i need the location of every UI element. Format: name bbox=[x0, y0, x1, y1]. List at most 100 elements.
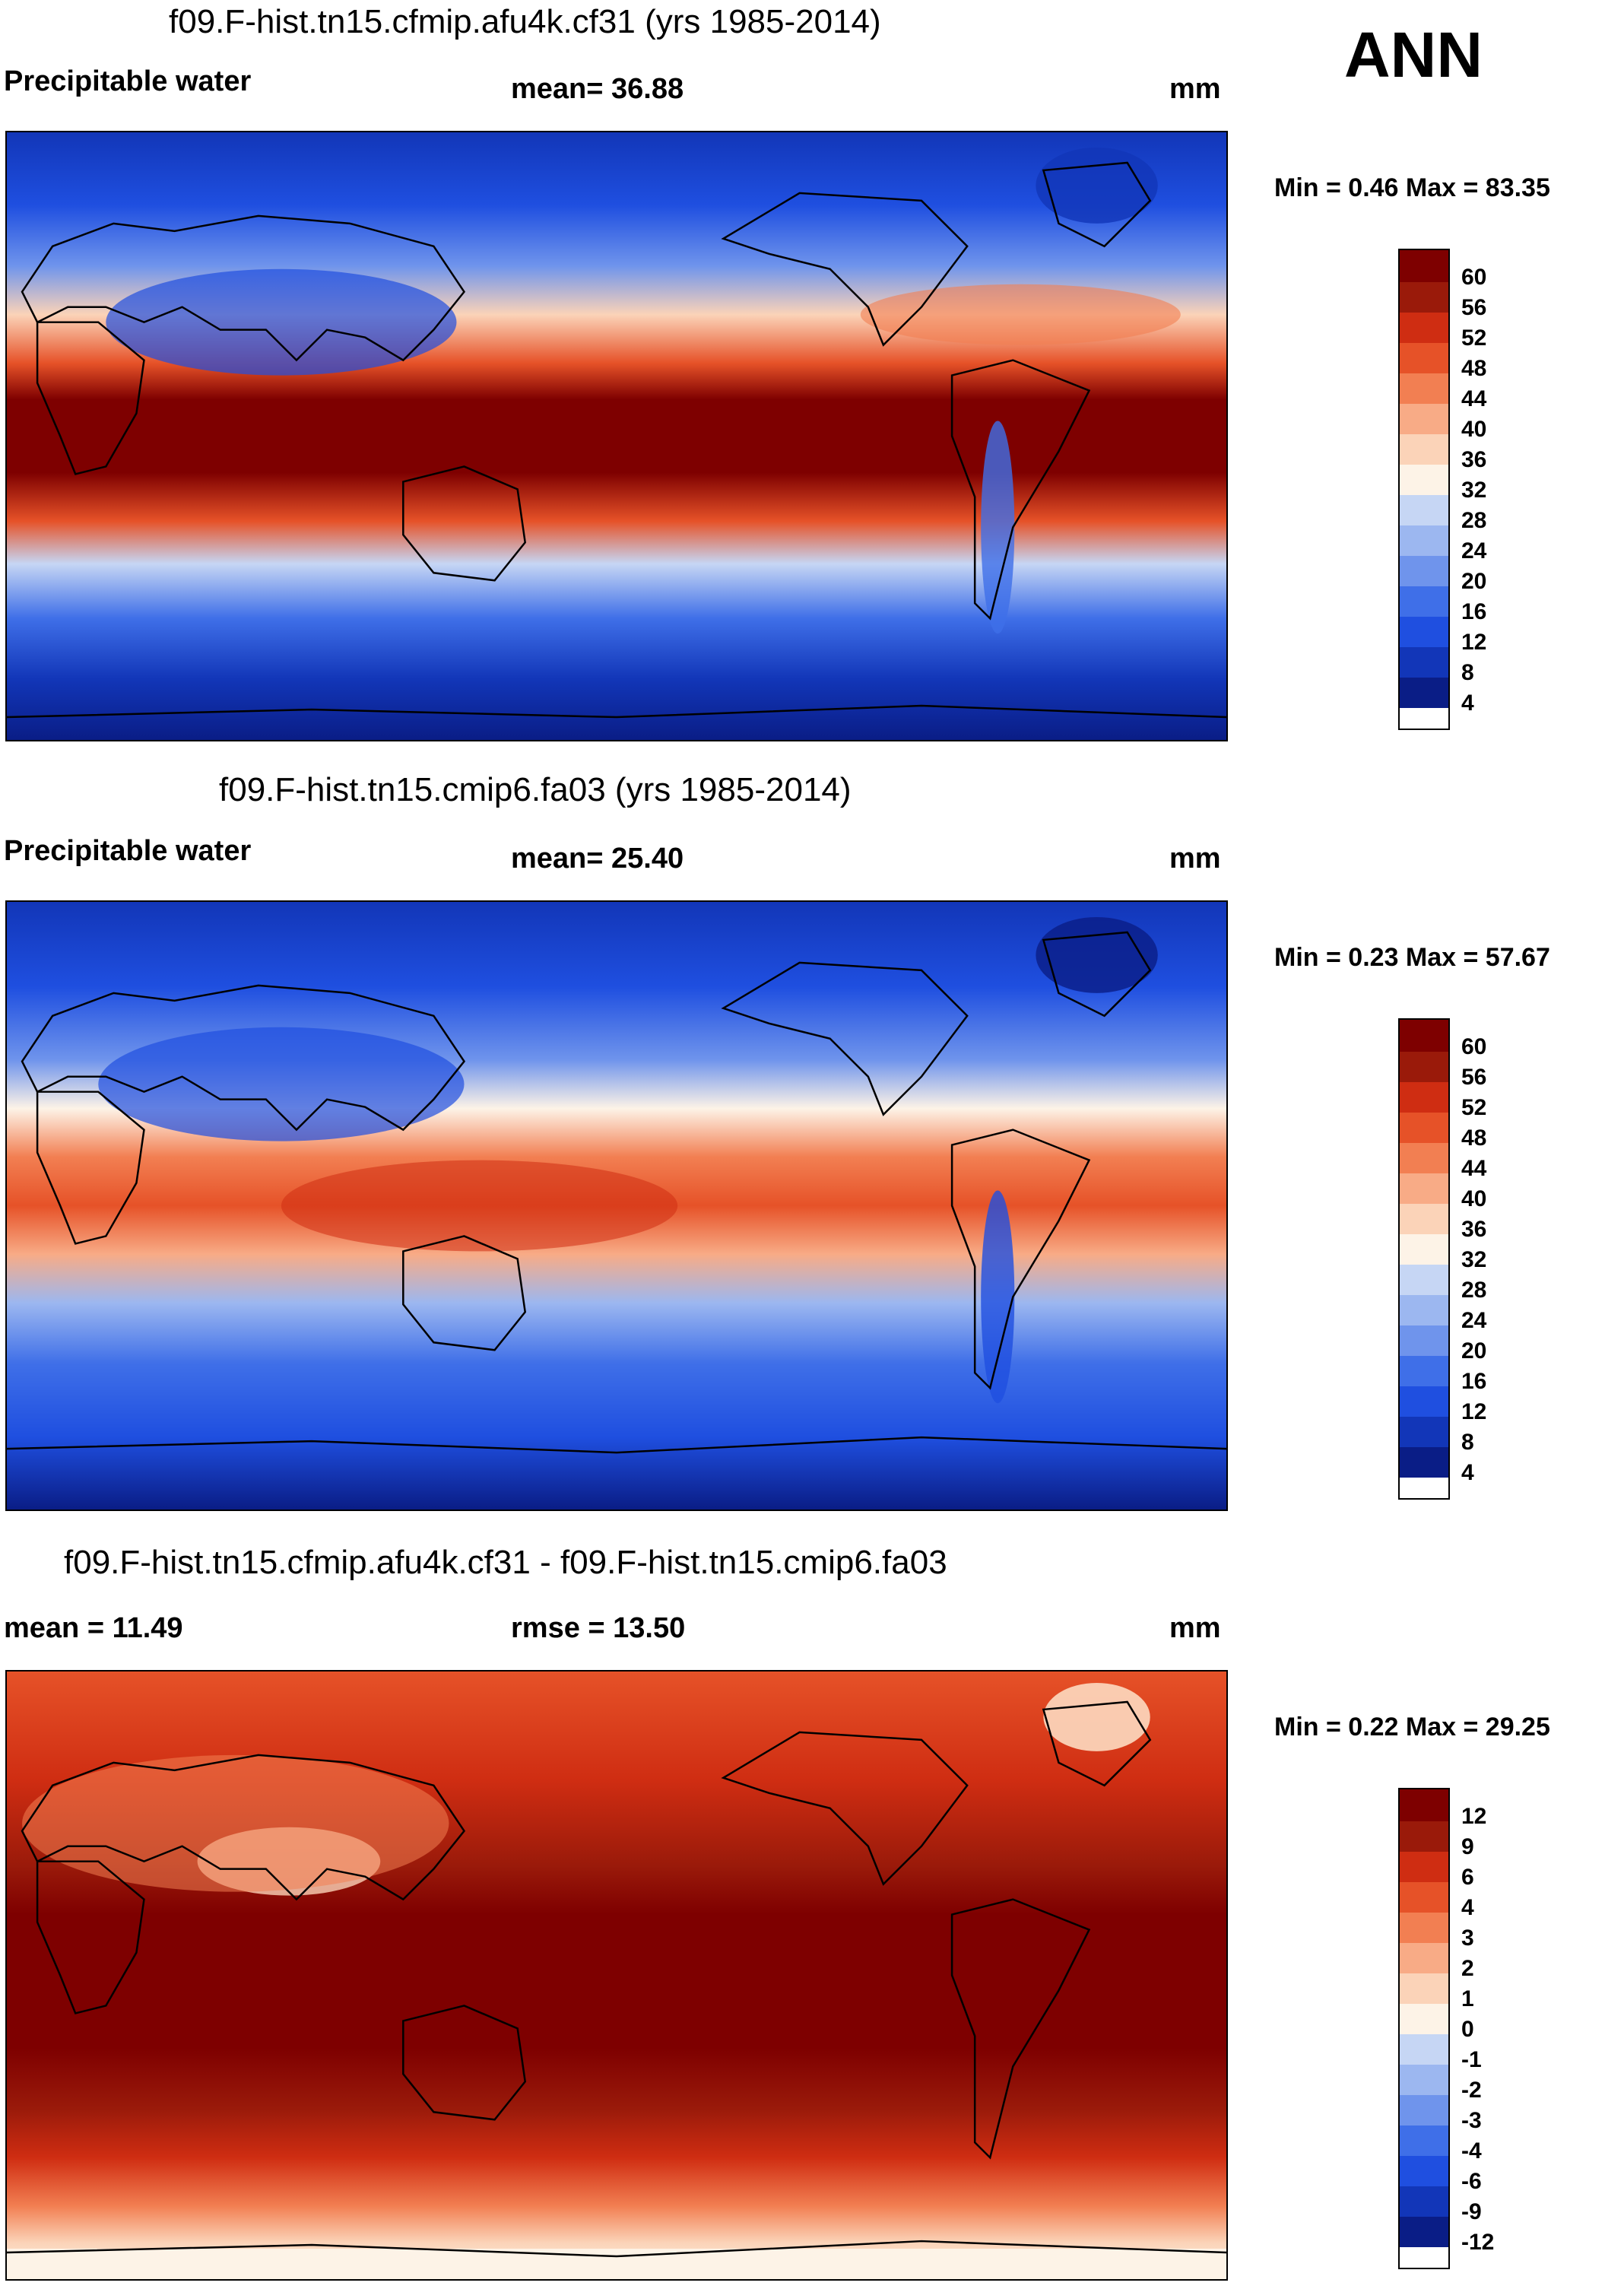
panel-1-colorbar-swatch bbox=[1400, 495, 1448, 525]
panel-2-warm-pool bbox=[281, 1160, 678, 1252]
panel-1-coastlines bbox=[7, 161, 1226, 719]
panel-1-tick: 12 bbox=[1461, 630, 1487, 655]
panel-3-coast-australia bbox=[402, 2005, 527, 2121]
panel-1-colorbar-swatch bbox=[1400, 313, 1448, 343]
panel-1-colorbar-swatch bbox=[1400, 617, 1448, 647]
panel-1-title: f09.F-hist.tn15.cfmip.afu4k.cf31 (yrs 19… bbox=[169, 3, 881, 40]
panel-2-title: f09.F-hist.tn15.cmip6.fa03 (yrs 1985-201… bbox=[219, 771, 852, 808]
panel-2-colorbar-swatch bbox=[1400, 1020, 1448, 1052]
panel-2-colorbar-swatch bbox=[1400, 1113, 1448, 1143]
panel-2-andes-dry bbox=[981, 1190, 1015, 1404]
panel-2-coast-greenland bbox=[1042, 931, 1152, 1018]
panel-2-tick: 36 bbox=[1461, 1217, 1487, 1242]
panel-1-colorbar-swatch bbox=[1400, 404, 1448, 434]
panel-1-coast-antarctica bbox=[7, 704, 1226, 719]
panel-3-greenland-low bbox=[1043, 1682, 1150, 1751]
panel-2-coast-north-america bbox=[721, 961, 969, 1116]
panel-3-tick: 6 bbox=[1461, 1865, 1474, 1890]
panel-3-colorbar-swatch bbox=[1400, 1789, 1448, 1821]
panel-2-tick: 4 bbox=[1461, 1460, 1474, 1485]
panel-3-colorbar-swatch bbox=[1400, 2156, 1448, 2186]
panel-3-colorbar-swatch bbox=[1400, 1882, 1448, 1913]
panel-1-colorbar-swatch bbox=[1400, 678, 1448, 708]
panel-2-colorbar-swatch bbox=[1400, 1356, 1448, 1386]
panel-2-colorbar-swatch bbox=[1400, 1325, 1448, 1356]
panel-2-colorbar-swatch bbox=[1400, 1386, 1448, 1417]
panel-1-colorbar-swatch bbox=[1400, 556, 1448, 586]
panel-1-colorbar-swatch bbox=[1400, 647, 1448, 678]
panel-1-coast-africa bbox=[36, 321, 145, 475]
panel-1-coast-south-america bbox=[950, 359, 1091, 621]
panel-2-colorbar-swatch bbox=[1400, 1295, 1448, 1325]
panel-1-colorbar-swatch bbox=[1400, 343, 1448, 373]
panel-3-tick: -9 bbox=[1461, 2199, 1482, 2224]
panel-2-colorbar-swatch bbox=[1400, 1204, 1448, 1234]
panel-1-andes-dry bbox=[981, 421, 1015, 634]
panel-1-tick: 28 bbox=[1461, 508, 1487, 533]
panel-3-antarctica-low bbox=[7, 2249, 1226, 2279]
panel-2-minmax: Min = 0.23 Max = 57.67 bbox=[1274, 943, 1550, 972]
panel-3-tick: -3 bbox=[1461, 2108, 1482, 2133]
panel-2-tick: 28 bbox=[1461, 1278, 1487, 1303]
panel-3-tick: -4 bbox=[1461, 2138, 1482, 2164]
panel-1-coast-north-america bbox=[721, 192, 969, 347]
panel-1-greenland-dry bbox=[1036, 147, 1158, 224]
panel-2-colorbar bbox=[1398, 1018, 1450, 1500]
panel-2-colorbar-swatch bbox=[1400, 1447, 1448, 1478]
panel-3-map bbox=[5, 1670, 1228, 2281]
panel-3-tick: -6 bbox=[1461, 2169, 1482, 2194]
panel-3-rmse-label: rmse = 13.50 bbox=[511, 1612, 686, 1644]
panel-2-cold-highlands bbox=[98, 1027, 465, 1141]
panel-3-coast-greenland bbox=[1042, 1700, 1152, 1787]
panel-1-tick: 16 bbox=[1461, 599, 1487, 624]
panel-1-colorbar-swatch bbox=[1400, 465, 1448, 495]
panel-2-tick: 8 bbox=[1461, 1430, 1474, 1455]
panel-3-units: mm bbox=[1169, 1612, 1221, 1644]
panel-2-variable-label: Precipitable water bbox=[4, 835, 252, 867]
panel-2-coast-eurasia bbox=[21, 984, 466, 1132]
panel-3-tick: 9 bbox=[1461, 1834, 1474, 1859]
panel-1-tick: 48 bbox=[1461, 356, 1487, 381]
panel-3-tick: -12 bbox=[1461, 2230, 1495, 2255]
panel-3-minmax: Min = 0.22 Max = 29.25 bbox=[1274, 1713, 1550, 1741]
panel-1-tick: 24 bbox=[1461, 538, 1487, 564]
panel-1-variable-label: Precipitable water bbox=[4, 65, 252, 97]
panel-3-colorbar-swatch bbox=[1400, 1913, 1448, 1943]
season-label: ANN bbox=[1344, 19, 1483, 90]
panel-2-tick: 20 bbox=[1461, 1338, 1487, 1364]
panel-1-tick: 44 bbox=[1461, 386, 1487, 411]
panel-2-mean-label: mean= 25.40 bbox=[511, 843, 684, 875]
panel-3-tick: 4 bbox=[1461, 1895, 1474, 1920]
panel-2-coastlines bbox=[7, 931, 1226, 1454]
panel-2-colorbar-swatch bbox=[1400, 1143, 1448, 1173]
panel-2-coast-south-america bbox=[950, 1129, 1091, 1390]
panel-3-colorbar-swatch bbox=[1400, 1943, 1448, 1973]
panel-3-coast-antarctica bbox=[7, 2240, 1226, 2258]
panel-1-colorbar-swatch bbox=[1400, 434, 1448, 465]
panel-3-coastlines bbox=[7, 1700, 1226, 2258]
panel-2-tick: 40 bbox=[1461, 1186, 1487, 1211]
panel-3-colorbar-swatch bbox=[1400, 2034, 1448, 2065]
panel-2-greenland-dry bbox=[1036, 916, 1158, 993]
panel-2-tick: 16 bbox=[1461, 1369, 1487, 1394]
panel-3-colorbar-swatch bbox=[1400, 1973, 1448, 2004]
panel-2-tick: 48 bbox=[1461, 1125, 1487, 1151]
panel-2-colorbar-swatch bbox=[1400, 1265, 1448, 1295]
panel-1-field bbox=[7, 132, 1226, 740]
panel-1-units: mm bbox=[1169, 73, 1221, 105]
panel-1-tick: 60 bbox=[1461, 265, 1487, 290]
panel-1-tick: 56 bbox=[1461, 295, 1487, 320]
panel-1-tick: 8 bbox=[1461, 660, 1474, 685]
panel-1-colorbar bbox=[1398, 249, 1450, 730]
panel-2-coast-antarctica bbox=[7, 1436, 1226, 1454]
panel-1-mean-label: mean= 36.88 bbox=[511, 73, 684, 105]
panel-2-tick: 24 bbox=[1461, 1308, 1487, 1333]
panel-2-map bbox=[5, 900, 1228, 1511]
panel-1-tick: 36 bbox=[1461, 447, 1487, 472]
panel-3-colorbar bbox=[1398, 1788, 1450, 2269]
panel-3-tick: 1 bbox=[1461, 1986, 1474, 2011]
panel-2-tick: 56 bbox=[1461, 1065, 1487, 1090]
panel-3-colorbar-swatch bbox=[1400, 1852, 1448, 1882]
panel-1-tick: 32 bbox=[1461, 478, 1487, 503]
panel-3-colorbar-swatch bbox=[1400, 2095, 1448, 2126]
